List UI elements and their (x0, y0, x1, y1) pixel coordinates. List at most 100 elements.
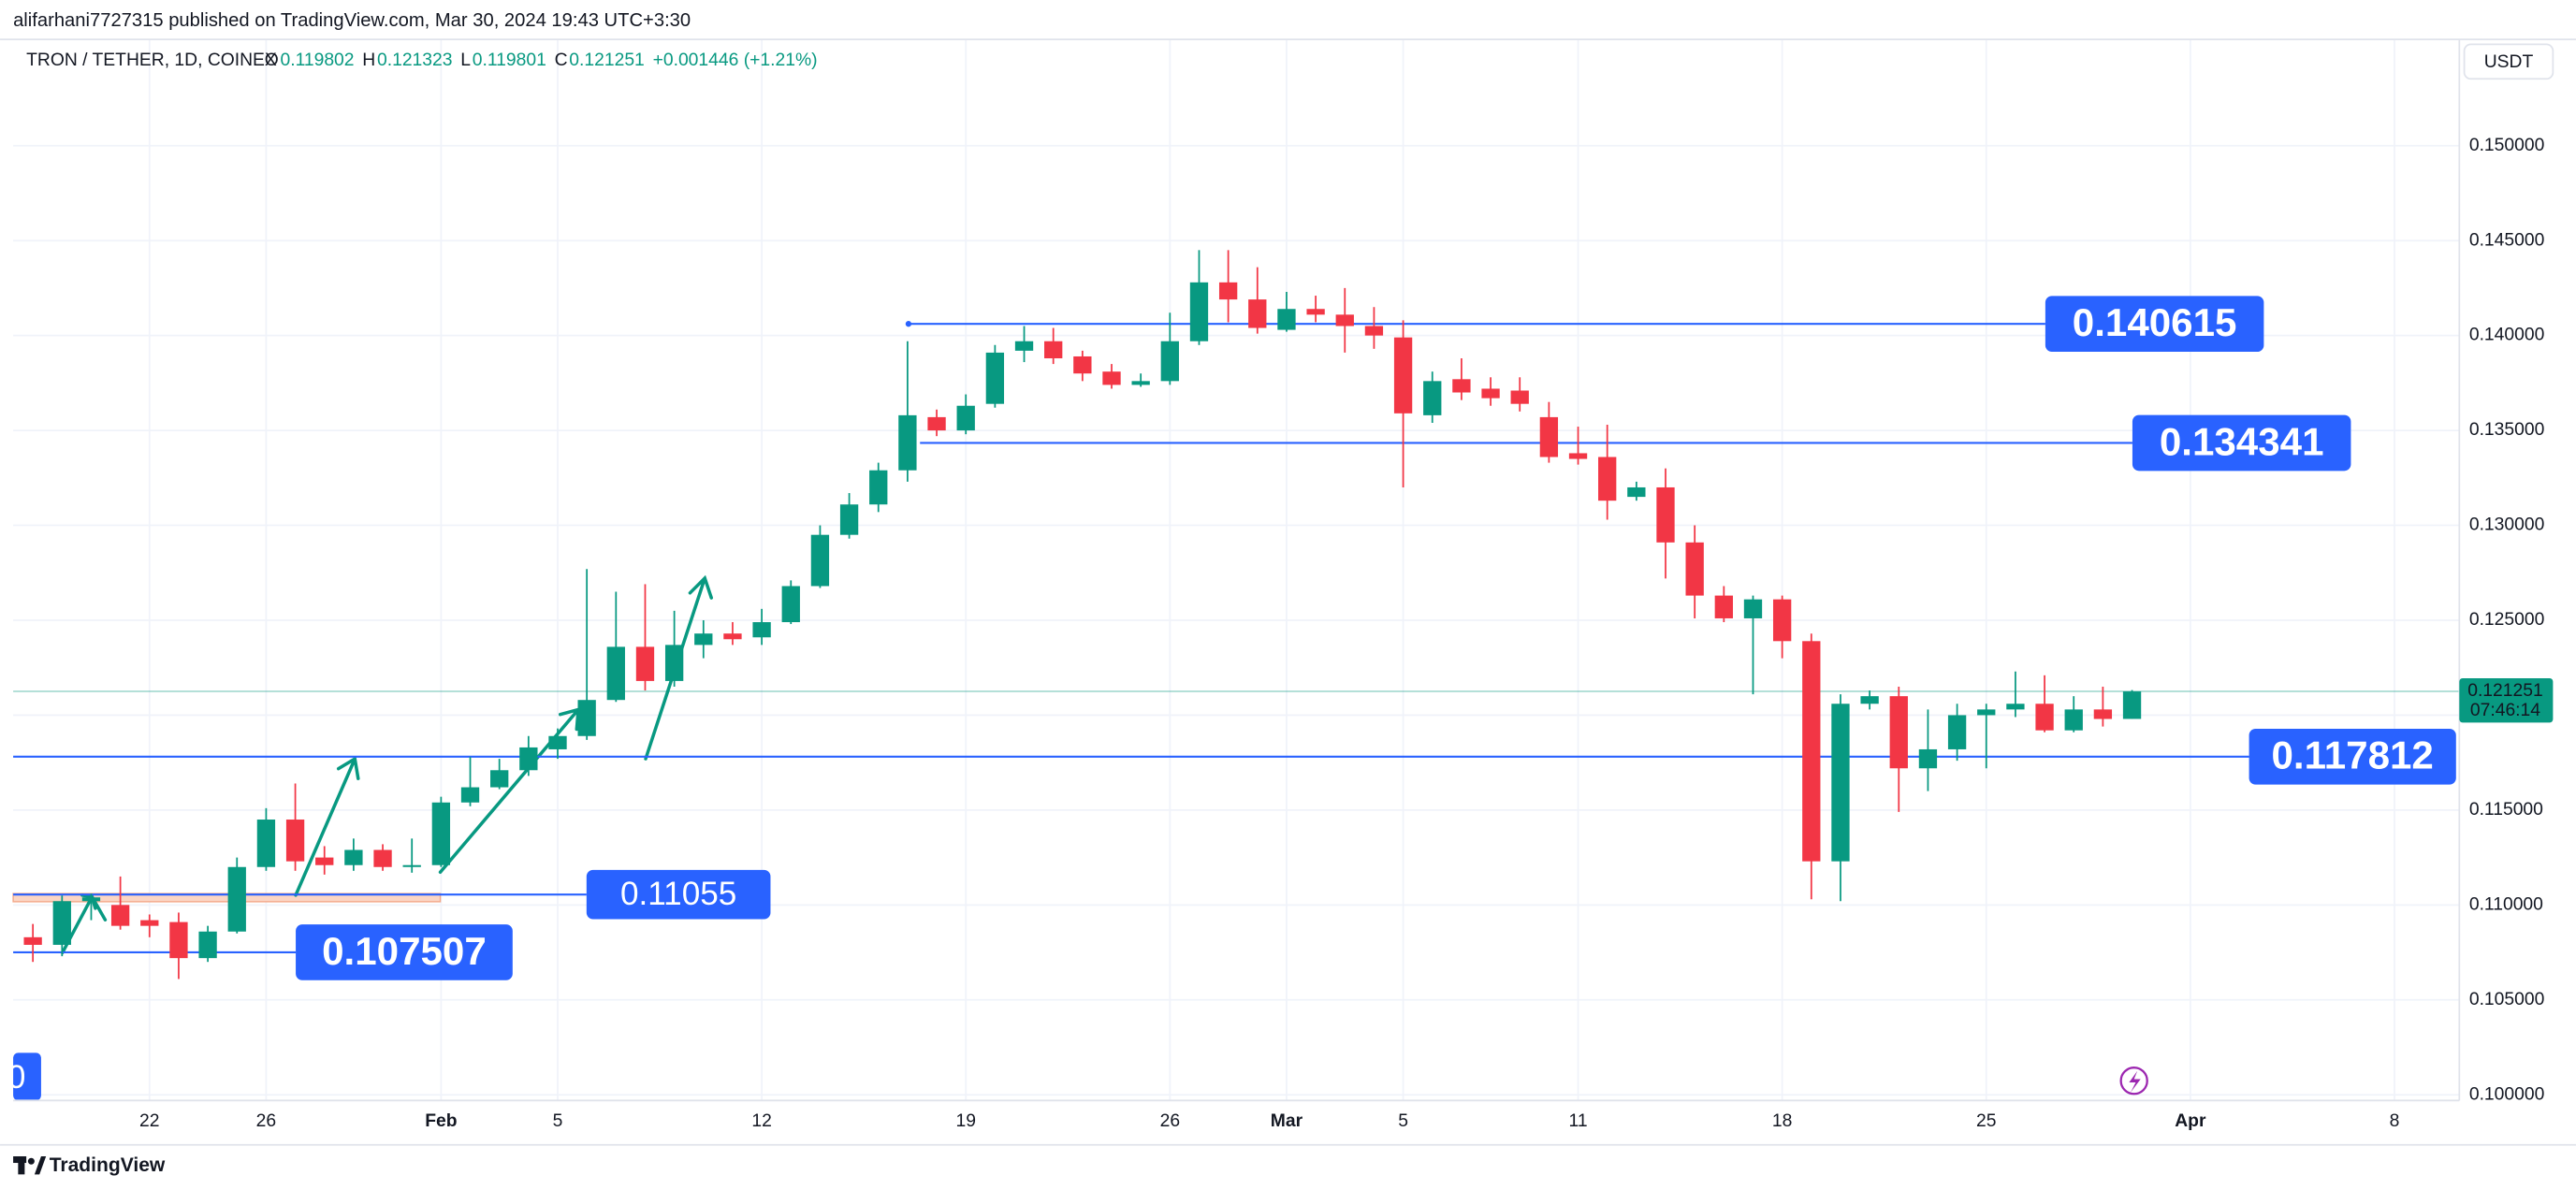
candle-body (1772, 599, 1792, 642)
event-icon[interactable] (2119, 1067, 2148, 1096)
candle (1977, 704, 1996, 769)
candle (402, 838, 421, 873)
candle (1073, 350, 1092, 382)
candle (431, 796, 451, 867)
y-tick-label: 0.130000 (2469, 515, 2545, 535)
candle (956, 394, 975, 435)
candle (1160, 312, 1179, 385)
candle-body (956, 405, 975, 431)
level-label-box (296, 924, 513, 980)
level-label: 0.11055 (620, 876, 736, 912)
y-tick-label: 0.135000 (2469, 420, 2545, 440)
candle-body (1073, 356, 1092, 374)
candle-body (694, 633, 713, 646)
candle (1539, 401, 1559, 463)
event-icon-bolt (2129, 1070, 2141, 1093)
level-label-box (2045, 296, 2264, 353)
y-tick-label: 0.145000 (2469, 230, 2545, 250)
candle-body (577, 700, 596, 736)
x-tick-label: 5 (553, 1111, 563, 1131)
candle-body (1802, 641, 1821, 862)
candle-body (110, 905, 130, 926)
candle (1918, 709, 1938, 791)
candle-body (1218, 282, 1238, 300)
candle (140, 914, 159, 937)
candle (898, 341, 917, 482)
candle (869, 462, 888, 513)
candle-body (1306, 309, 1325, 315)
candle-body (1743, 599, 1763, 618)
x-tick-label: 26 (1160, 1111, 1180, 1131)
candle-body (1102, 371, 1121, 385)
candle (1248, 267, 1267, 334)
candle (1947, 704, 1967, 762)
legend-key: O (265, 51, 279, 70)
candle-body (2093, 709, 2113, 719)
candle (1685, 525, 1704, 618)
y-tick-label: 0.125000 (2469, 610, 2545, 630)
candle (927, 409, 946, 437)
candle-body (285, 820, 305, 862)
candle (490, 759, 509, 790)
logo-part (27, 1157, 35, 1165)
candle-body (635, 646, 655, 681)
candle (1044, 327, 1063, 365)
candle-body (1627, 486, 1646, 498)
arrow (60, 892, 108, 955)
candle (315, 846, 334, 875)
candle-body (460, 787, 480, 803)
candle-body (869, 470, 888, 505)
level-label-box (2249, 728, 2456, 785)
candle-body (1452, 379, 1471, 393)
candle-body (315, 857, 334, 865)
x-tick-label: 18 (1772, 1111, 1792, 1131)
x-tick-label: Apr (2175, 1111, 2206, 1131)
candle-body (1889, 696, 1908, 769)
candle (198, 925, 217, 963)
candle-body (81, 897, 101, 902)
candle (1772, 595, 1792, 659)
candle-body (227, 866, 246, 932)
candle (344, 838, 363, 871)
arrows (60, 574, 714, 955)
candle (2006, 671, 2025, 718)
candle (694, 619, 713, 659)
candle-body (1160, 341, 1179, 382)
candle-body (781, 586, 800, 623)
x-tick-label: 22 (139, 1111, 159, 1131)
level-label-box (2132, 414, 2351, 472)
candle (2122, 689, 2142, 719)
candle (1598, 425, 1617, 520)
candle-body (1131, 381, 1150, 385)
candle (1802, 633, 1821, 900)
candle-body (1977, 709, 1996, 716)
candle-body (519, 747, 538, 771)
candle (1831, 694, 1850, 902)
candle-body (1598, 457, 1617, 501)
x-tick-label: Feb (425, 1111, 457, 1131)
candle (723, 622, 742, 646)
y-tick-label: 0.140000 (2469, 326, 2545, 345)
currency[interactable]: USDT (2484, 52, 2534, 72)
candle-body (1014, 341, 1034, 351)
x-tick-label: Mar (1271, 1111, 1303, 1131)
symbol: TRON / TETHER, 1D, COINEX (26, 51, 277, 70)
legend-change: +0.001446 (+1.21%) (653, 51, 818, 70)
candle-body (839, 504, 859, 535)
x-tick-label: 8 (2390, 1111, 2400, 1131)
candle (110, 876, 130, 930)
candle (1102, 364, 1121, 389)
candle-body (1685, 542, 1704, 596)
candle-body (344, 849, 363, 865)
candle (810, 525, 830, 588)
candle (1393, 320, 1413, 487)
published-note: alifarhani7727315 published on TradingVi… (13, 10, 691, 31)
currency-button[interactable] (2463, 43, 2554, 80)
candle-body (1277, 309, 1296, 330)
x-tick-label: 25 (1976, 1111, 1996, 1131)
candle-body (1918, 748, 1938, 769)
candle (1889, 687, 1908, 812)
cut-label: 0 (7, 1059, 26, 1096)
candle-body (606, 646, 625, 701)
candle-body (927, 416, 946, 431)
